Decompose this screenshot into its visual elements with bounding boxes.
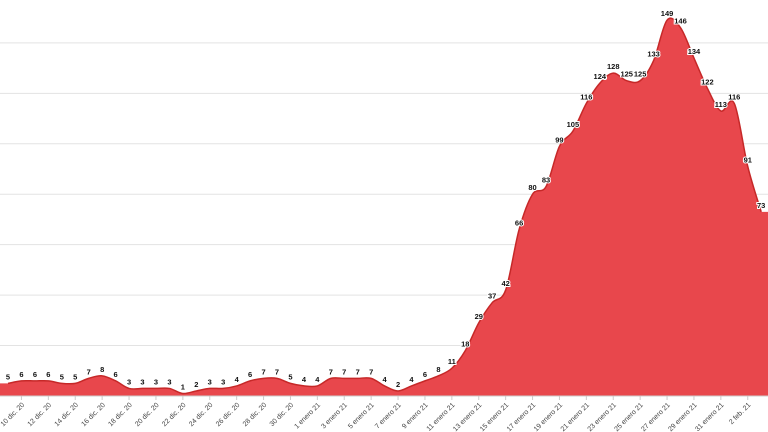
x-tick-label: 12 dic. 20 [27, 402, 53, 428]
value-label: 37 [488, 292, 496, 301]
x-tick-label: 18 dic. 20 [107, 402, 133, 428]
value-label: 6 [33, 370, 37, 379]
value-label: 122 [701, 77, 714, 86]
value-label: 113 [715, 100, 727, 109]
value-label: 116 [580, 92, 592, 101]
value-label: 116 [728, 92, 740, 101]
x-tick-label: 7 enero 21 [374, 402, 403, 431]
value-label: 99 [555, 135, 563, 144]
value-label: 133 [647, 50, 660, 59]
value-label: 7 [261, 367, 265, 376]
x-tick-label: 9 enero 21 [401, 402, 430, 431]
value-label: 125 [634, 70, 647, 79]
value-label: 80 [528, 183, 536, 192]
value-label: 5 [6, 372, 10, 381]
value-label: 3 [127, 377, 131, 386]
value-label: 73 [757, 201, 765, 210]
x-tick-label: 22 dic. 20 [161, 402, 187, 428]
value-label: 146 [674, 17, 687, 26]
x-tick-label: 31 enero 21 [694, 402, 725, 432]
value-label: 42 [501, 279, 509, 288]
x-tick-label: 16 dic. 20 [80, 402, 106, 428]
value-label: 8 [436, 365, 440, 374]
x-tick-label: 1 enero 21 [293, 402, 322, 431]
value-label: 3 [154, 377, 158, 386]
value-label: 134 [688, 47, 701, 56]
value-label: 124 [594, 72, 607, 81]
value-label: 6 [19, 370, 23, 379]
value-label: 2 [396, 380, 400, 389]
value-label: 5 [73, 372, 77, 381]
value-label: 5 [288, 372, 292, 381]
value-label: 6 [46, 370, 50, 379]
value-label: 3 [140, 377, 144, 386]
value-label: 3 [221, 377, 225, 386]
value-label: 66 [515, 219, 523, 228]
value-label: 4 [302, 375, 307, 384]
value-label: 6 [248, 370, 252, 379]
value-label: 8 [100, 365, 104, 374]
value-label: 4 [315, 375, 320, 384]
value-label: 7 [369, 367, 373, 376]
area [0, 18, 768, 397]
area-line [7, 17, 762, 395]
value-label: 7 [342, 367, 346, 376]
value-label: 3 [167, 377, 171, 386]
x-tick-label: 28 dic. 20 [242, 402, 268, 428]
x-tick-label: 30 dic. 20 [269, 402, 295, 428]
value-label: 6 [114, 370, 118, 379]
value-label: 6 [423, 370, 427, 379]
value-label: 11 [448, 357, 456, 366]
x-tick-label: 2 feb. 21 [728, 402, 752, 426]
value-label: 91 [744, 155, 752, 164]
value-label: 7 [275, 367, 279, 376]
value-label: 2 [194, 380, 198, 389]
value-label: 125 [620, 70, 633, 79]
value-label: 5 [60, 372, 64, 381]
x-tick-label: 14 dic. 20 [54, 402, 80, 428]
value-label: 4 [383, 375, 388, 384]
value-label: 149 [661, 9, 674, 18]
value-label: 7 [356, 367, 360, 376]
value-label: 29 [475, 312, 483, 321]
value-label: 4 [235, 375, 240, 384]
x-tick-label: 26 dic. 20 [215, 402, 241, 428]
value-label: 7 [329, 367, 333, 376]
x-tick-label: 3 enero 21 [320, 402, 349, 431]
value-label: 4 [409, 375, 414, 384]
value-label: 18 [461, 340, 469, 349]
x-tick-label: 5 enero 21 [347, 402, 376, 431]
value-label: 3 [208, 377, 212, 386]
value-label: 128 [607, 62, 620, 71]
value-label: 105 [567, 120, 580, 129]
value-label: 83 [542, 176, 550, 185]
x-tick-label: 10 dic. 20 [0, 402, 26, 428]
value-label: 7 [87, 367, 91, 376]
x-tick-label: 24 dic. 20 [188, 402, 214, 428]
x-tick-label: 20 dic. 20 [134, 402, 160, 428]
value-label: 1 [181, 382, 185, 391]
